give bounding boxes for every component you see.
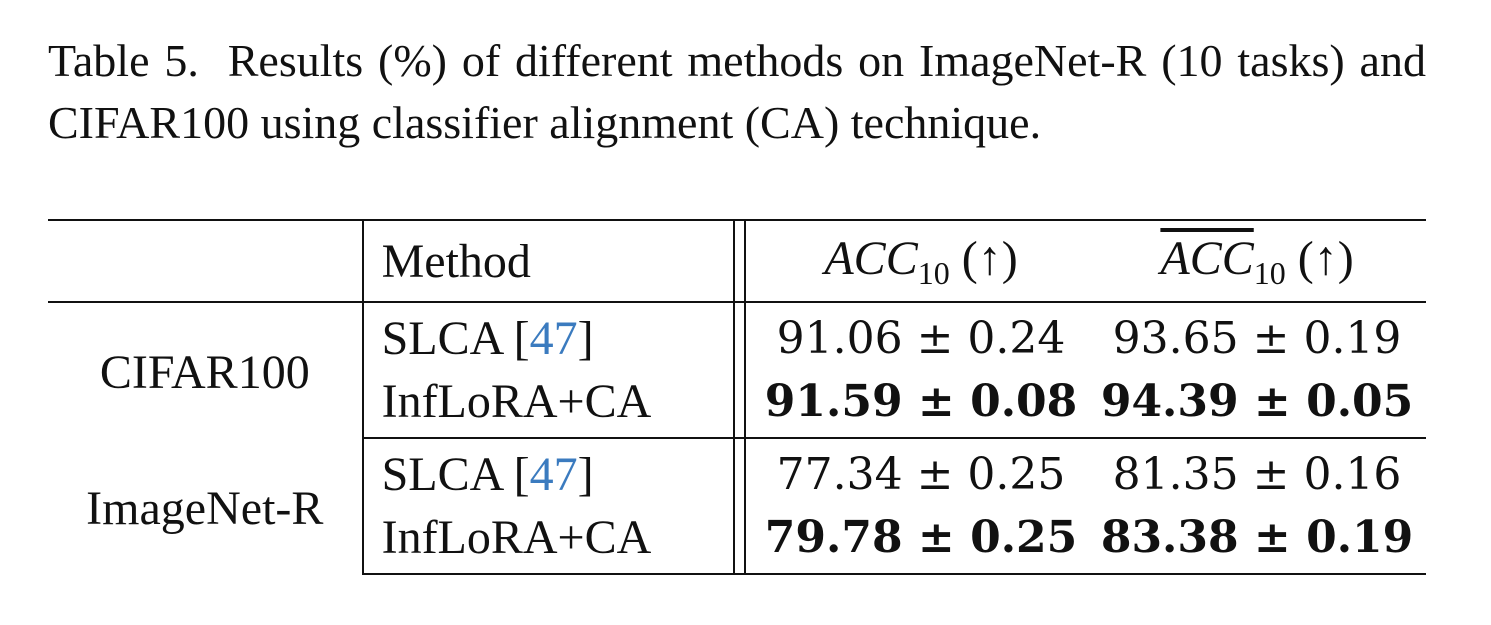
header-acc: ACC10 (↑) xyxy=(744,219,1089,303)
method-name: SLCA [ xyxy=(381,448,530,501)
header-acc-symbol: ACC xyxy=(824,231,918,285)
method-bracket: ] xyxy=(577,312,594,365)
table-caption: Table 5. Results (%) of different method… xyxy=(48,30,1426,154)
double-rule xyxy=(732,370,746,439)
method-cell: SLCA [47] xyxy=(363,438,734,506)
caption-text: Results (%) of different methods on Imag… xyxy=(48,35,1426,148)
double-rule xyxy=(732,302,746,370)
table-row: ImageNet-R SLCA [47] 77.34 ± 0.25 81.35 … xyxy=(48,438,1426,574)
group-cifar100: CIFAR100 SLCA [47] 91.06 ± 0.24 93.65 ± … xyxy=(48,302,1426,439)
results-table: Method ACC10 (↑) ACC10 (↑) CIFAR100 SLCA… xyxy=(48,219,1426,575)
accbar-value: 94.39 ± 0.05 xyxy=(1088,370,1426,439)
acc-value: 77.34 ± 0.25 xyxy=(776,449,1066,500)
acc-value: 91.06 ± 0.24 xyxy=(776,313,1066,364)
accbar-value: 83.38 ± 0.19 xyxy=(1088,506,1426,575)
header-row: Method ACC10 (↑) ACC10 (↑) xyxy=(48,219,1426,303)
header-method: Method xyxy=(362,219,734,303)
acc-value: 79.78 ± 0.25 xyxy=(744,506,1089,575)
method-cell: InfLoRA+CA xyxy=(362,506,734,575)
table-row: CIFAR100 SLCA [47] 91.06 ± 0.24 93.65 ± … xyxy=(48,302,1426,438)
header-acc-subscript: 10 xyxy=(917,254,950,291)
acc-value: 91.59 ± 0.08 xyxy=(744,370,1089,439)
method-name: SLCA [ xyxy=(381,312,530,365)
header-dataset xyxy=(48,219,364,303)
accbar-value: 81.35 ± 0.16 xyxy=(1112,449,1402,500)
citation-link[interactable]: 47 xyxy=(529,312,578,365)
accbar-value: 93.65 ± 0.19 xyxy=(1112,313,1402,364)
header-accbar-arrow: (↑) xyxy=(1297,231,1354,285)
method-cell: SLCA [47] xyxy=(363,302,734,370)
double-rule xyxy=(732,219,746,303)
dataset-cell: ImageNet-R xyxy=(48,438,364,574)
header-acc-arrow: (↑) xyxy=(961,231,1018,285)
method-bracket: ] xyxy=(577,448,594,501)
caption-label: Table 5. xyxy=(48,35,199,86)
double-rule xyxy=(732,438,746,506)
double-rule xyxy=(732,506,746,575)
citation-link[interactable]: 47 xyxy=(529,448,578,501)
group-imagenet-r: ImageNet-R SLCA [47] 77.34 ± 0.25 81.35 … xyxy=(48,438,1426,575)
header-accbar-subscript: 10 xyxy=(1253,254,1286,291)
dataset-cell: CIFAR100 xyxy=(48,302,364,438)
header-accbar-symbol: ACC xyxy=(1160,231,1254,285)
header-accbar: ACC10 (↑) xyxy=(1088,219,1426,303)
table-row: InfLoRA+CA 91.59 ± 0.08 94.39 ± 0.05 xyxy=(48,370,1426,439)
table-row: InfLoRA+CA 79.78 ± 0.25 83.38 ± 0.19 xyxy=(48,506,1426,575)
method-cell: InfLoRA+CA xyxy=(362,370,734,439)
